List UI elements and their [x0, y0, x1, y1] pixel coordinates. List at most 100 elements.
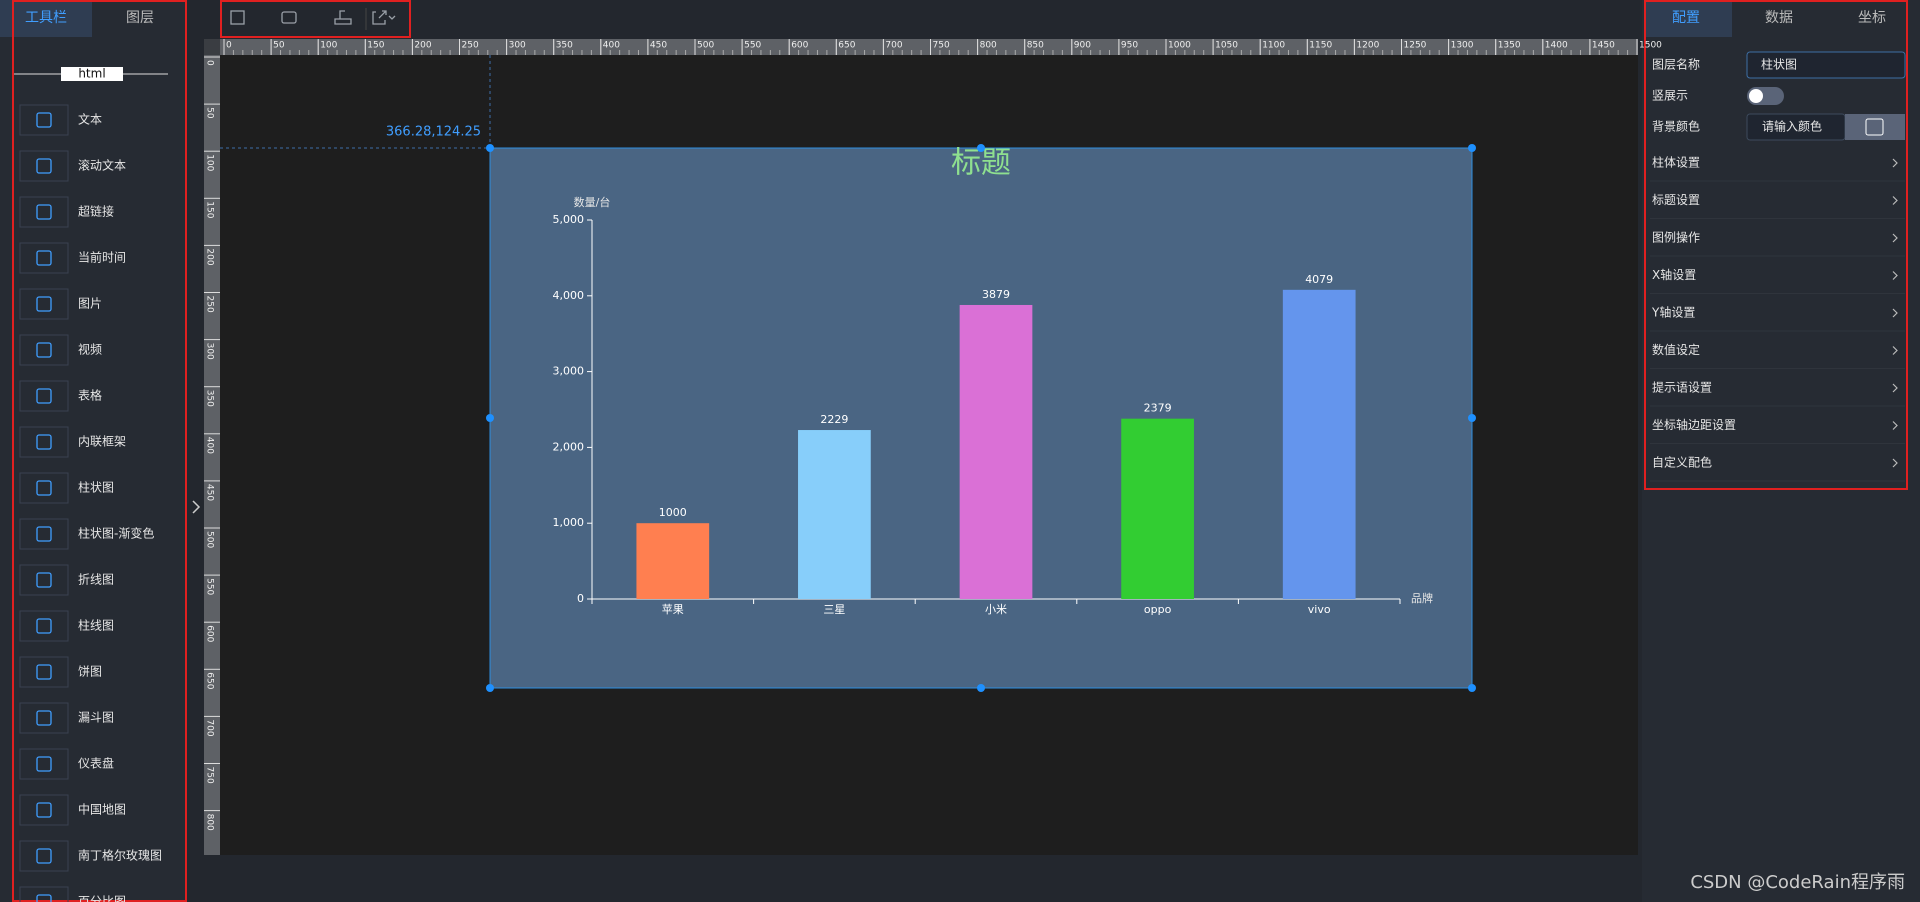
- resize-handle[interactable]: [977, 684, 985, 692]
- section-label[interactable]: 坐标轴边距设置: [1652, 417, 1736, 432]
- y-tick-label: 1,000: [553, 516, 585, 529]
- y-tick-label: 2,000: [553, 440, 585, 453]
- x-tick-label: oppo: [1144, 603, 1172, 616]
- tool-label[interactable]: 内联框架: [78, 435, 126, 449]
- tool-label[interactable]: 视频: [78, 342, 102, 357]
- bar[interactable]: [1282, 289, 1356, 599]
- tool-icon-box[interactable]: [19, 886, 69, 902]
- save-icon[interactable]: [230, 10, 245, 25]
- clear-icon[interactable]: [334, 10, 352, 25]
- ruler-label: 50: [273, 41, 285, 51]
- tool-label[interactable]: 图片: [78, 297, 102, 311]
- tool-icon-box[interactable]: [19, 472, 69, 504]
- export-icon[interactable]: [372, 10, 396, 25]
- tool-icon-box[interactable]: [19, 196, 69, 228]
- section-label[interactable]: 柱体设置: [1652, 155, 1700, 170]
- sidebar-tab[interactable]: 图层: [126, 10, 154, 26]
- chevron: [1892, 421, 1898, 430]
- tool-icon: [36, 572, 52, 588]
- resize-handle[interactable]: [1468, 144, 1476, 152]
- section-label[interactable]: X轴设置: [1652, 267, 1696, 282]
- x-tick-label: 小米: [985, 603, 1007, 616]
- left-ruler: [204, 55, 220, 855]
- annotation-box: [1644, 0, 1908, 490]
- preview-icon[interactable]: [281, 11, 297, 24]
- tool-icon-box[interactable]: [19, 518, 69, 550]
- ruler-label: 0: [205, 60, 215, 66]
- color-placeholder: 请输入颜色: [1762, 119, 1822, 134]
- section-label[interactable]: 自定义配色: [1652, 455, 1712, 470]
- tool-label[interactable]: 柱线图: [78, 618, 114, 633]
- y-axis-label: 数量/台: [574, 195, 611, 209]
- tool-icon-box[interactable]: [19, 104, 69, 136]
- section-label[interactable]: 提示语设置: [1652, 380, 1712, 395]
- tool-label[interactable]: 超链接: [78, 204, 114, 219]
- resize-handle[interactable]: [486, 414, 494, 422]
- ruler-label: 1350: [1498, 41, 1521, 51]
- tool-label[interactable]: 当前时间: [78, 250, 126, 265]
- section-label-bg: [61, 67, 123, 81]
- toolbar: [230, 10, 396, 25]
- section-label[interactable]: 标题设置: [1652, 193, 1700, 207]
- tool-icon-box[interactable]: [19, 242, 69, 274]
- chevron: [1892, 233, 1898, 243]
- tool-icon: [36, 894, 52, 902]
- tool-label[interactable]: 南丁格尔玫瑰图: [78, 848, 162, 863]
- panel-tab[interactable]: 配置: [1672, 10, 1700, 26]
- tool-label[interactable]: 仪表盘: [78, 756, 114, 771]
- tool-icon-box[interactable]: [19, 840, 69, 872]
- tool-icon-box[interactable]: [19, 610, 69, 642]
- tool-icon-box[interactable]: [19, 564, 69, 596]
- collapse-arrow[interactable]: [192, 500, 201, 514]
- tool-icon-box[interactable]: [19, 288, 69, 320]
- tool-icon-box[interactable]: [19, 150, 69, 182]
- tool-label[interactable]: 饼图: [78, 665, 102, 679]
- tool-label[interactable]: 文本: [78, 112, 102, 127]
- ruler-label: 300: [205, 343, 215, 360]
- tool-label[interactable]: 百分比图: [78, 895, 126, 902]
- section-label[interactable]: Y轴设置: [1651, 305, 1695, 320]
- tool-label[interactable]: 柱状图: [78, 480, 114, 495]
- sidebar-tab[interactable]: 工具栏: [25, 10, 67, 26]
- tool-icon-box[interactable]: [19, 656, 69, 688]
- tool-icon-box[interactable]: [19, 702, 69, 734]
- tool-label[interactable]: 折线图: [78, 572, 114, 587]
- ruler-label: 0: [226, 41, 232, 51]
- bar[interactable]: [1121, 418, 1194, 599]
- ruler-label: 1000: [1168, 41, 1191, 51]
- section-label[interactable]: 图例操作: [1652, 230, 1700, 245]
- resize-handle[interactable]: [486, 684, 494, 692]
- tool-label[interactable]: 中国地图: [78, 802, 126, 817]
- resize-handle[interactable]: [486, 144, 494, 152]
- resize-handle[interactable]: [1468, 414, 1476, 422]
- ruler-label: 500: [205, 531, 215, 548]
- tool-icon-box[interactable]: [19, 794, 69, 826]
- ruler-label: 1200: [1356, 41, 1379, 51]
- position-label: 366.28,124.25: [386, 125, 481, 140]
- bar[interactable]: [636, 523, 710, 599]
- bar[interactable]: [798, 430, 871, 599]
- chevron: [1892, 271, 1898, 280]
- tool-label[interactable]: 滚动文本: [78, 158, 126, 173]
- bar[interactable]: [959, 304, 1033, 599]
- panel-tab[interactable]: 数据: [1765, 10, 1793, 26]
- tool-icon-box[interactable]: [19, 334, 69, 366]
- annotations: [12, 0, 1908, 902]
- tool-label[interactable]: 表格: [78, 388, 102, 403]
- tool-label[interactable]: 漏斗图: [78, 711, 114, 725]
- ruler-label: 550: [744, 41, 761, 51]
- color-picker[interactable]: [1845, 114, 1905, 140]
- tool-icon: [36, 388, 52, 404]
- resize-handle[interactable]: [977, 144, 985, 152]
- active-tab-bg: [0, 0, 92, 37]
- tool-label[interactable]: 柱状图-渐变色: [78, 526, 154, 541]
- section-label[interactable]: 数值设定: [1652, 342, 1700, 357]
- panel-tab[interactable]: 坐标: [1858, 10, 1886, 26]
- tool-icon-box[interactable]: [19, 426, 69, 458]
- tool-icon-box[interactable]: [19, 748, 69, 780]
- tool-icon-box[interactable]: [19, 380, 69, 412]
- layer-name-input[interactable]: [1746, 51, 1906, 79]
- x-tick-label: 三星: [823, 603, 845, 616]
- resize-handle[interactable]: [1468, 684, 1476, 692]
- ruler-label: 650: [205, 672, 215, 689]
